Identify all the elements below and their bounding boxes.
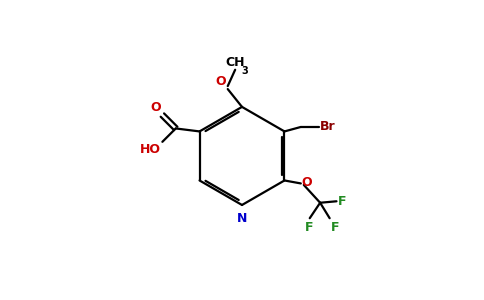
Text: N: N: [237, 212, 247, 225]
Text: O: O: [150, 100, 161, 114]
Text: F: F: [337, 195, 346, 208]
Text: F: F: [305, 220, 314, 234]
Text: F: F: [331, 220, 339, 234]
Text: Br: Br: [319, 121, 335, 134]
Text: CH: CH: [226, 56, 245, 69]
Text: O: O: [216, 75, 226, 88]
Text: HO: HO: [140, 143, 161, 156]
Text: 3: 3: [242, 66, 248, 76]
Text: O: O: [302, 176, 312, 189]
